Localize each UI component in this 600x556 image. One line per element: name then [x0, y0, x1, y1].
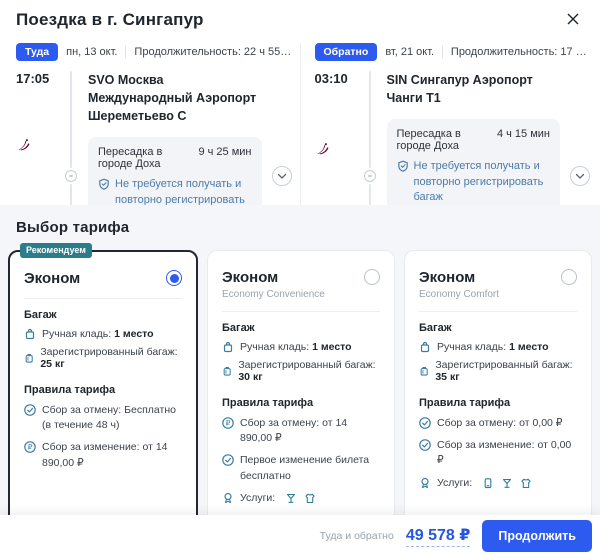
divider: [419, 311, 577, 312]
transfer-node-icon: [363, 169, 376, 182]
rule-row: Сбор за изменение: от 14 890,00 ₽: [24, 440, 182, 470]
baggage-row: Ручная кладь: 1 место: [24, 328, 182, 340]
baggage-row: Зарегистрированный багаж: 30 кг: [222, 359, 380, 383]
meta-divider: [442, 46, 443, 58]
total-price[interactable]: 49 578 ₽: [405, 525, 471, 547]
fare-radio[interactable]: [364, 269, 380, 285]
flight-return-meta: Обратно вт, 21 окт. Продолжительность: 1…: [314, 43, 590, 61]
rule-row-services: Услуги:: [419, 476, 577, 491]
handbag-icon: [223, 341, 233, 353]
continue-button[interactable]: Продолжить: [482, 519, 592, 552]
suitcase-icon: [25, 354, 33, 363]
checkout-bar: Туда и обратно 49 578 ₽ Продолжить: [0, 515, 600, 556]
transfer-duration: 4 ч 15 мин: [496, 128, 550, 141]
service-amenity-icon: [521, 478, 531, 488]
rule-row: Сбор за отмену: от 0,00 ₽: [419, 416, 577, 431]
recommended-badge: Рекомендуем: [20, 243, 92, 258]
flight-date: вт, 21 окт.: [385, 46, 435, 58]
medal-icon: [224, 492, 232, 504]
check-circle-icon: [222, 454, 234, 467]
transfer-note-text: Не требуется получать и повторно регистр…: [413, 160, 544, 204]
shield-icon: [99, 178, 109, 191]
depart-time: 17:05: [16, 71, 50, 86]
suitcase-icon: [420, 367, 428, 376]
expand-column: [560, 71, 590, 281]
direction-badge-outbound: Туда: [16, 43, 59, 61]
shield-icon: [397, 160, 408, 173]
fare-radio-selected[interactable]: [166, 270, 182, 286]
rule-row: Первое изменение билета бесплатно: [222, 453, 380, 483]
check-circle-icon: [24, 404, 36, 416]
total-label: Туда и обратно: [319, 529, 394, 542]
fare-section-title: Выбор тарифа: [16, 219, 130, 236]
fare-title: Эконом: [419, 269, 476, 286]
depart-time: 03:10: [314, 71, 348, 86]
suitcase-icon: [223, 367, 231, 376]
baggage-title: Багаж: [222, 322, 255, 334]
page-title: Поездка в г. Сингапур: [16, 10, 204, 29]
handbag-icon: [25, 328, 35, 340]
handbag-icon: [420, 341, 430, 353]
check-circle-icon: [419, 439, 431, 452]
chevron-down-icon[interactable]: [570, 165, 590, 186]
fare-card-econom[interactable]: Рекомендуем Эконом Багаж Ручная кладь: 1…: [8, 243, 198, 515]
fee-circle-icon: [24, 441, 36, 454]
transfer-city: Пересадка в городе Доха: [98, 146, 163, 171]
fare-radio[interactable]: [561, 269, 577, 285]
transfer-node-icon: [65, 169, 77, 182]
fare-title: Эконом: [24, 270, 81, 287]
flight-outbound-meta: Туда пн, 13 окт. Продолжительность: 22 ч…: [16, 43, 292, 61]
medal-icon: [421, 477, 429, 488]
rule-row: Сбор за отмену: от 14 890,00 ₽: [222, 416, 380, 446]
fare-subtitle: Economy Comfort: [419, 289, 500, 300]
timeline-line: [70, 71, 72, 168]
fare-title: Эконом: [222, 269, 279, 286]
baggage-row: Зарегистрированный багаж: 35 кг: [419, 359, 577, 383]
fare-subtitle: Economy Convenience: [222, 289, 325, 300]
service-drink-icon: [287, 493, 296, 503]
direction-badge-return: Обратно: [314, 43, 378, 61]
fare-cards: Рекомендуем Эконом Багаж Ручная кладь: 1…: [8, 243, 592, 515]
flight-duration: Продолжительность: 17 ч 25 мин: [450, 46, 590, 58]
service-drink-icon: [503, 478, 512, 488]
divider: [24, 298, 182, 299]
flights-divider: [299, 43, 301, 273]
rule-row-services: Услуги:: [222, 491, 380, 506]
baggage-row: Ручная кладь: 1 место: [419, 341, 577, 353]
rule-row: Сбор за изменение: от 0,00 ₽: [419, 438, 577, 468]
baggage-title: Багаж: [419, 322, 452, 334]
rules-title: Правила тарифа: [24, 384, 116, 396]
close-icon[interactable]: [562, 8, 584, 33]
service-device-icon: [484, 477, 492, 488]
transfer-city: Пересадка в городе Доха: [396, 128, 461, 153]
timeline-line: [368, 71, 371, 168]
fare-selection-section: Выбор тарифа Рекомендуем Эконом Багаж Ру…: [0, 205, 600, 515]
check-circle-icon: [419, 417, 431, 429]
service-amenity-icon: [305, 493, 315, 503]
rules-title: Правила тарифа: [419, 397, 511, 409]
airline-logo-icon: [16, 131, 31, 163]
fare-card-economy-comfort[interactable]: Эконом Economy Comfort Багаж Ручная клад…: [404, 250, 592, 515]
flight-duration: Продолжительность: 22 ч 55 мин: [134, 46, 292, 58]
depart-airport: SVO Москва Международный Аэропорт Шереме…: [88, 73, 257, 124]
chevron-down-icon[interactable]: [271, 165, 292, 186]
baggage-row: Ручная кладь: 1 место: [222, 341, 380, 353]
expand-column: [262, 71, 292, 281]
transfer-info: Пересадка в городе Доха 4 ч 15 мин Не тр…: [386, 119, 560, 215]
airline-logo-icon: [315, 135, 330, 167]
fee-circle-icon: [222, 417, 234, 429]
fare-card-economy-convenience[interactable]: Эконом Economy Convenience Багаж Ручная …: [207, 250, 395, 515]
baggage-title: Багаж: [24, 309, 57, 321]
modal-header: Поездка в г. Сингапур: [0, 0, 600, 37]
baggage-row: Зарегистрированный багаж: 25 кг: [24, 346, 182, 370]
rules-title: Правила тарифа: [222, 397, 314, 409]
flight-date: пн, 13 окт.: [66, 46, 118, 58]
meta-divider: [125, 46, 127, 58]
rule-row: Сбор за отмену: Бесплатно (в течение 48 …: [24, 403, 182, 433]
divider: [222, 311, 380, 312]
transfer-duration: 9 ч 25 мин: [198, 146, 252, 159]
depart-airport: SIN Сингапур Аэропорт Чанги T1: [386, 73, 533, 106]
